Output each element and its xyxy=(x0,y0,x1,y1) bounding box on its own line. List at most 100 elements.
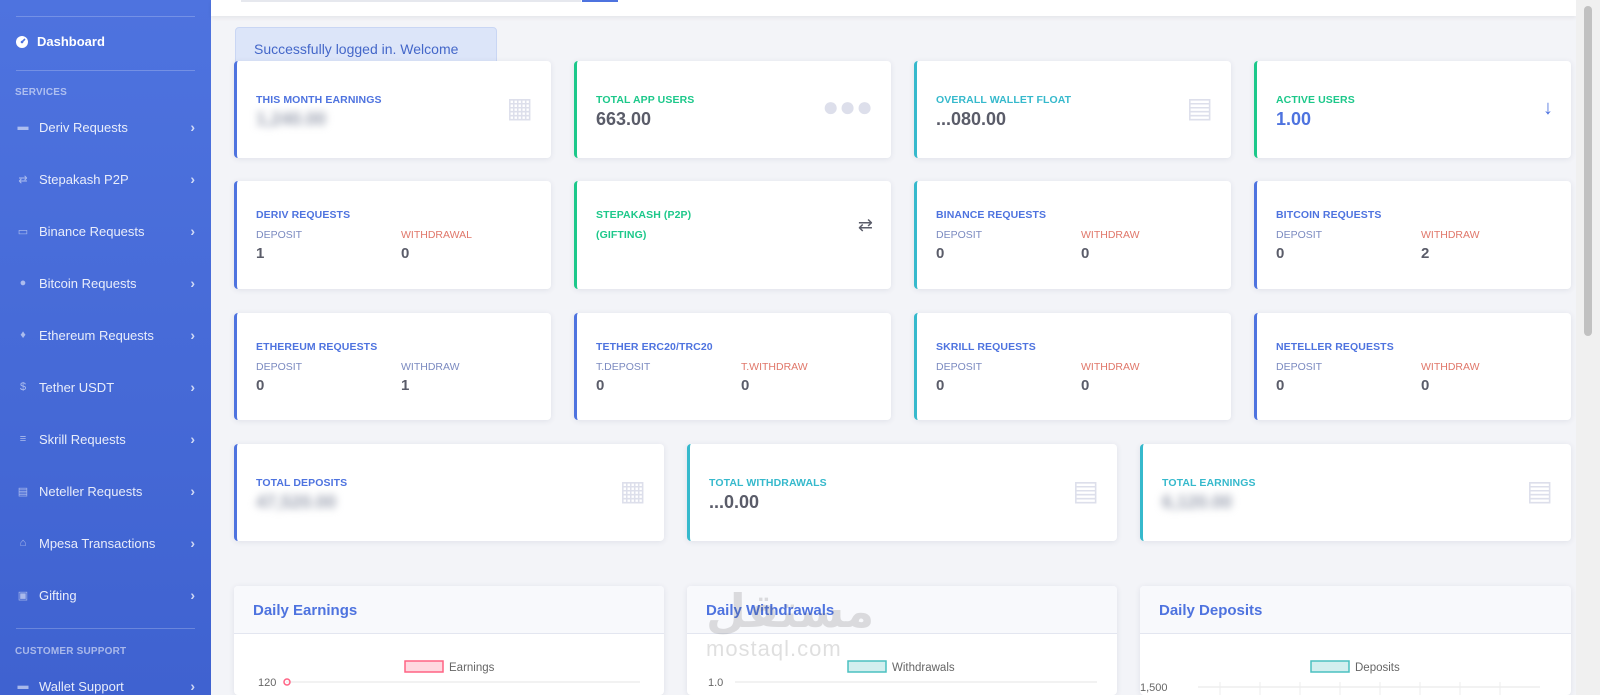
chart-earnings-plot: Earnings 120 xyxy=(258,660,640,689)
dollar-icon: $ xyxy=(19,381,27,393)
card-title: SKRILL REQUESTS xyxy=(936,341,1036,353)
card-value: 6,120.00 xyxy=(1162,492,1233,512)
withdraw-count: 0 xyxy=(1421,377,1430,394)
clipboard-list-icon: ▤ xyxy=(1526,475,1553,506)
sidebar-item-gifting[interactable]: ▣ Gifting › xyxy=(15,584,195,606)
coins-icon: ≡ xyxy=(19,433,27,445)
data-point xyxy=(283,678,291,686)
legend-swatch xyxy=(1310,660,1350,673)
money-bill-icon: ▬ xyxy=(17,121,29,133)
card-wallet-float: OVERALL WALLET FLOAT ...080.00 ▤ xyxy=(914,61,1231,158)
calendar-icon: ▦ xyxy=(506,92,533,123)
card-title: BINANCE REQUESTS xyxy=(936,209,1047,221)
sidebar-item-label: Wallet Support xyxy=(39,678,124,694)
credit-card-icon: ▭ xyxy=(17,225,29,238)
deposit-label: T.DEPOSIT xyxy=(596,361,651,373)
deposit-count: 0 xyxy=(936,377,945,394)
sidebar-item-label: Tether USDT xyxy=(39,379,115,395)
card-value: 663.00 xyxy=(596,109,652,129)
withdraw-label: WITHDRAW xyxy=(1081,229,1140,241)
deposit-label: DEPOSIT xyxy=(936,229,983,241)
arrow-down-icon: ↓ xyxy=(1543,97,1553,119)
legend-label: Deposits xyxy=(1355,662,1400,674)
sidebar-item-mpesa[interactable]: ⌂ Mpesa Transactions › xyxy=(15,532,195,554)
chart-daily-deposits: Daily Deposits Deposits 1,500 xyxy=(1140,586,1571,695)
chevron-right-icon: › xyxy=(190,171,195,187)
exchange-icon: ⇄ xyxy=(857,215,873,235)
sidebar-item-tether[interactable]: $ Tether USDT › xyxy=(15,376,195,398)
card-tether-requests[interactable]: TETHER ERC20/TRC20 T.DEPOSIT T.WITHDRAW … xyxy=(574,313,891,420)
topbar-search-button[interactable] xyxy=(582,0,618,2)
card-title: ACTIVE USERS xyxy=(1276,94,1355,106)
card-binance-requests[interactable]: BINANCE REQUESTS DEPOSIT WITHDRAW 0 0 xyxy=(914,181,1231,289)
sidebar-item-neteller[interactable]: ▤ Neteller Requests › xyxy=(15,480,195,502)
withdraw-label: WITHDRAWAL xyxy=(401,229,472,241)
chevron-right-icon: › xyxy=(190,379,195,395)
sidebar-item-dashboard[interactable]: Dashboard xyxy=(15,34,105,49)
card-value: 1.00 xyxy=(1276,109,1312,129)
card-stepakash-p2p[interactable]: STEPAKASH (P2P) (GIFTING) ⇄ xyxy=(574,181,891,289)
card-ethereum-requests[interactable]: ETHEREUM REQUESTS DEPOSIT WITHDRAW 0 1 xyxy=(234,313,551,420)
card-title: TOTAL DEPOSITS xyxy=(256,477,348,489)
clipboard-list-icon: ▤ xyxy=(1072,475,1099,506)
sidebar-item-ethereum[interactable]: ♦ Ethereum Requests › xyxy=(15,324,195,346)
y-tick-label: 120 xyxy=(258,677,276,689)
card-deriv-requests[interactable]: DERIV REQUESTS DEPOSIT WITHDRAWAL 1 0 xyxy=(234,181,551,289)
card-value: 1,240.00 xyxy=(256,109,327,129)
deposit-count: 0 xyxy=(596,377,605,394)
sidebar-item-label: Skrill Requests xyxy=(39,431,126,447)
chart-daily-withdrawals: Daily Withdrawals Withdrawals 1.0 xyxy=(687,586,1117,695)
sidebar: Dashboard SERVICES ▬ Deriv Requests › ⇄ … xyxy=(0,0,211,695)
sidebar-item-deriv[interactable]: ▬ Deriv Requests › xyxy=(15,116,196,138)
topbar xyxy=(211,0,1576,16)
bank-icon: ⌂ xyxy=(19,537,27,549)
legend-swatch xyxy=(847,660,887,673)
chevron-right-icon: › xyxy=(190,535,195,551)
scrollbar-thumb[interactable] xyxy=(1584,6,1592,336)
sidebar-item-label: Stepakash P2P xyxy=(39,171,129,187)
sidebar-heading-services: SERVICES xyxy=(15,87,67,98)
chart-daily-earnings: Daily Earnings Earnings 120 xyxy=(234,586,664,695)
chevron-right-icon: › xyxy=(190,678,195,694)
topbar-search-input[interactable] xyxy=(241,0,581,2)
chevron-right-icon: › xyxy=(190,327,195,343)
withdraw-count: 0 xyxy=(1081,245,1090,262)
card-skrill-requests[interactable]: SKRILL REQUESTS DEPOSIT WITHDRAW 0 0 xyxy=(914,313,1231,420)
users-icon: ●●● xyxy=(822,91,873,122)
y-tick-label: 1,500 xyxy=(1140,682,1168,694)
chart-title: Daily Earnings xyxy=(234,586,664,634)
legend-label: Withdrawals xyxy=(892,662,955,674)
chevron-right-icon: › xyxy=(190,275,195,291)
chevron-right-icon: › xyxy=(190,431,195,447)
sidebar-divider xyxy=(16,628,195,629)
withdraw-label: WITHDRAW xyxy=(1421,361,1480,373)
card-bitcoin-requests[interactable]: BITCOIN REQUESTS DEPOSIT WITHDRAW 0 2 xyxy=(1254,181,1571,289)
sidebar-divider xyxy=(16,16,195,17)
page-scrollbar[interactable] xyxy=(1576,0,1600,695)
chevron-right-icon: › xyxy=(190,119,195,135)
y-tick-label: 1.0 xyxy=(708,677,723,689)
card-title: OVERALL WALLET FLOAT xyxy=(936,94,1072,106)
coin-icon: ● xyxy=(19,277,27,289)
chevron-right-icon: › xyxy=(190,587,195,603)
sidebar-item-label: Ethereum Requests xyxy=(39,327,154,343)
card-title: ETHEREUM REQUESTS xyxy=(256,341,378,353)
chart-withdrawals-plot: Withdrawals 1.0 xyxy=(708,660,1097,689)
sidebar-item-label: Mpesa Transactions xyxy=(39,535,156,551)
sidebar-item-bitcoin[interactable]: ● Bitcoin Requests › xyxy=(15,272,195,294)
card-active-users: ACTIVE USERS 1.00 ↓ xyxy=(1254,61,1571,158)
card-neteller-requests[interactable]: NETELLER REQUESTS DEPOSIT WITHDRAW 0 0 xyxy=(1254,313,1571,420)
sidebar-item-skrill[interactable]: ≡ Skrill Requests › xyxy=(15,428,195,450)
deposit-count: 0 xyxy=(256,377,265,394)
tachometer-icon xyxy=(16,35,28,48)
sidebar-item-stepakash[interactable]: ⇄ Stepakash P2P › xyxy=(15,168,195,190)
sidebar-item-binance[interactable]: ▭ Binance Requests › xyxy=(15,220,195,242)
gift-icon: ▣ xyxy=(17,589,29,602)
chart-title: Daily Withdrawals xyxy=(687,586,1117,634)
sidebar-item-wallet-support[interactable]: ▬ Wallet Support › xyxy=(15,675,196,695)
card-value: ...080.00 xyxy=(936,109,1007,129)
withdraw-label: T.WITHDRAW xyxy=(741,361,808,373)
deposit-count: 0 xyxy=(1276,245,1285,262)
card-title: NETELLER REQUESTS xyxy=(1276,341,1394,353)
deposit-count: 0 xyxy=(1276,377,1285,394)
